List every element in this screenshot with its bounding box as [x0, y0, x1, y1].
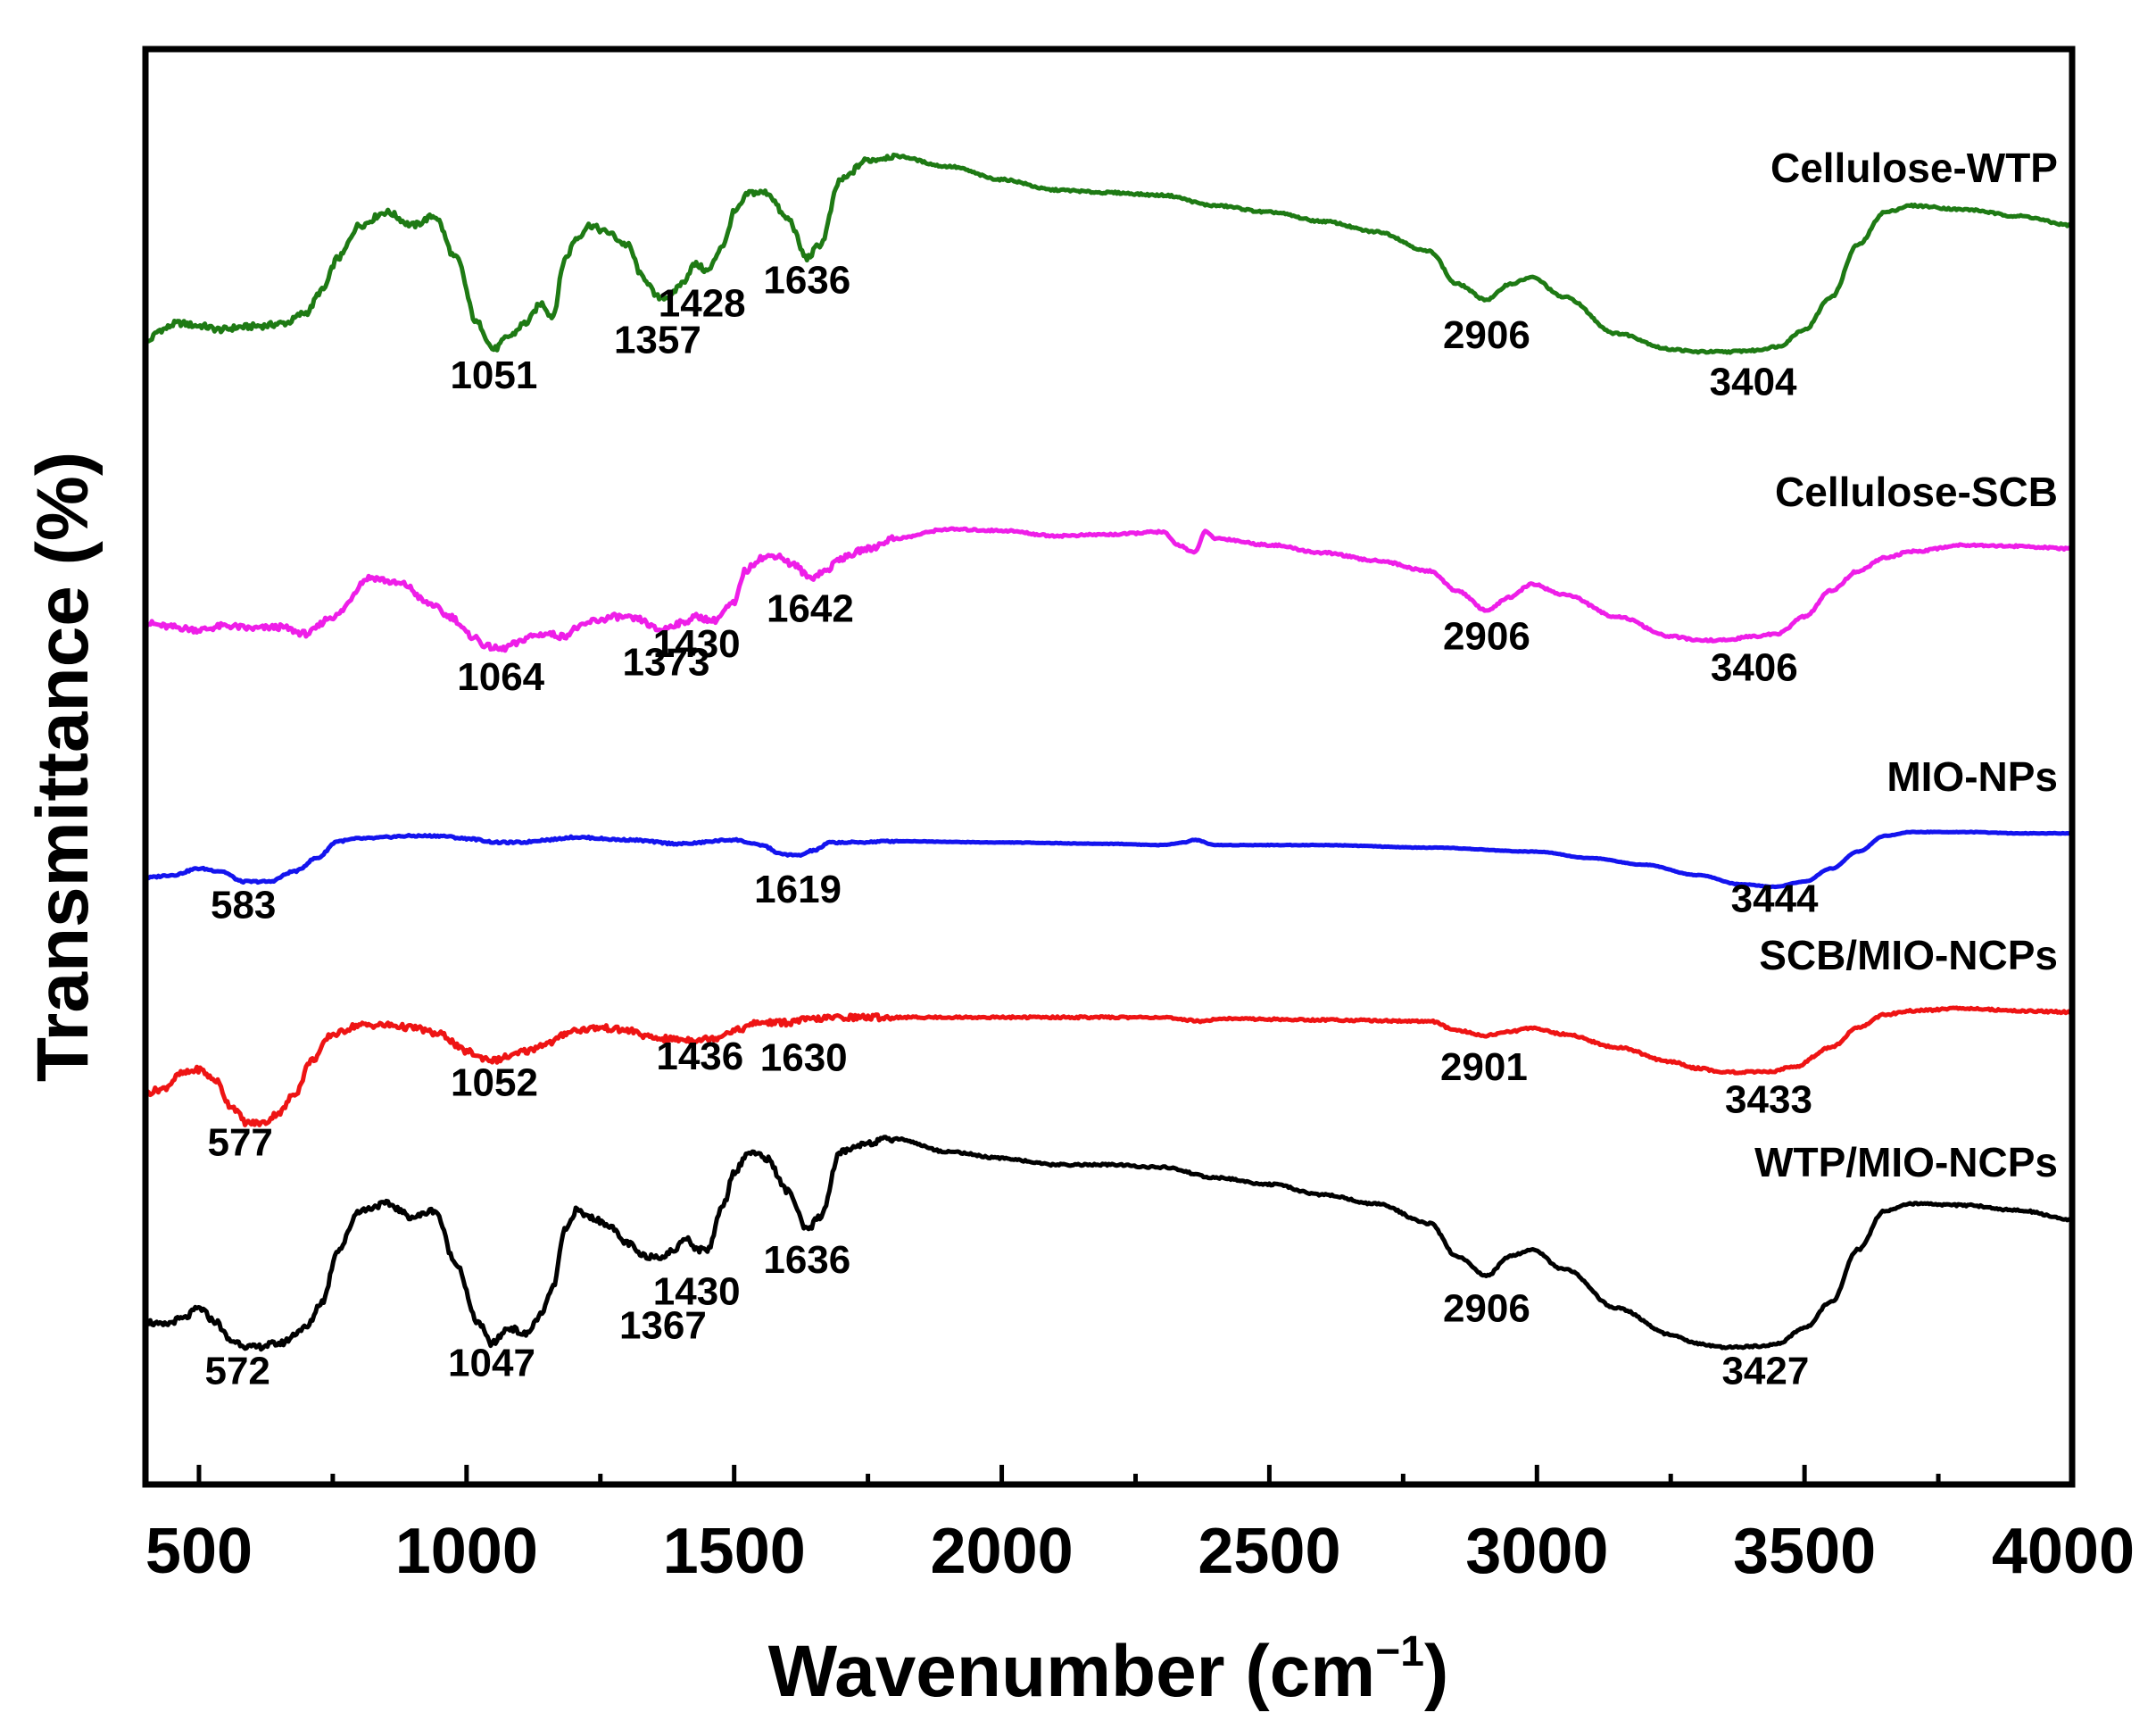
- peak-label-cellulose-scb-1064: 1064: [457, 655, 544, 699]
- peak-label-scb-mio-ncps-1436: 1436: [656, 1035, 743, 1078]
- x-axis-ticks: 500 1000 1500 2000 2500 3000 3500 4000: [145, 1465, 2135, 1587]
- series-line-cellulose-wtp: [143, 152, 2073, 355]
- x-tick-label-3000: 3000: [1465, 1516, 1608, 1587]
- peak-label-wtp-mio-ncps-572: 572: [204, 1349, 270, 1393]
- plot-frame: [142, 46, 2076, 1488]
- x-tick-label-4000: 4000: [1992, 1516, 2135, 1587]
- peak-label-mio-nps-3444: 3444: [1731, 877, 1819, 920]
- x-axis-title-text: Wavenumber (cm: [768, 1631, 1375, 1712]
- peak-label-wtp-mio-ncps-1367: 1367: [619, 1303, 707, 1347]
- series-name-mio-nps: MIO-NPs: [1886, 753, 2058, 800]
- peak-label-mio-nps-1619: 1619: [754, 868, 842, 911]
- peak-label-cellulose-scb-3406: 3406: [1711, 646, 1798, 690]
- series-name-cellulose-wtp: Cellulose-WTP: [1770, 145, 2058, 191]
- series-line-mio-nps: [145, 829, 2073, 890]
- peak-label-cellulose-scb-2906: 2906: [1443, 614, 1530, 658]
- peak-label-scb-mio-ncps-577: 577: [207, 1121, 272, 1165]
- x-tick-label-2000: 2000: [931, 1516, 1074, 1587]
- peak-label-cellulose-wtp-2906: 2906: [1443, 313, 1530, 357]
- peak-label-scb-mio-ncps-1052: 1052: [451, 1060, 538, 1104]
- peak-label-cellulose-wtp-1636: 1636: [763, 258, 850, 302]
- peak-label-wtp-mio-ncps-1430: 1430: [653, 1269, 741, 1313]
- series-layer: [143, 152, 2074, 1352]
- x-tick-label-3500: 3500: [1733, 1516, 1876, 1587]
- peak-label-wtp-mio-ncps-2906: 2906: [1443, 1286, 1530, 1330]
- x-axis-title: Wavenumber (cm−1): [768, 1628, 1449, 1712]
- series-name-cellulose-scb: Cellulose-SCB: [1775, 469, 2058, 515]
- peak-label-cellulose-wtp-1051: 1051: [450, 353, 537, 397]
- peak-label-cellulose-scb-1373: 1373: [623, 641, 710, 685]
- y-axis-title: Transmittance (%): [22, 452, 104, 1082]
- peak-label-scb-mio-ncps-1630: 1630: [760, 1036, 848, 1080]
- x-tick-label-1000: 1000: [395, 1516, 538, 1587]
- peak-label-mio-nps-583: 583: [211, 884, 276, 927]
- peak-label-cellulose-wtp-1357: 1357: [614, 319, 701, 362]
- peak-label-wtp-mio-ncps-1047: 1047: [448, 1342, 535, 1385]
- peak-label-scb-mio-ncps-3433: 3433: [1725, 1077, 1812, 1121]
- x-axis-title-superscript: −1: [1375, 1628, 1424, 1675]
- peak-label-wtp-mio-ncps-3427: 3427: [1721, 1349, 1809, 1393]
- series-line-wtp-mio-ncps: [145, 1135, 2073, 1352]
- x-tick-label-2500: 2500: [1198, 1516, 1340, 1587]
- series-line-cellulose-scb: [145, 526, 2073, 653]
- peak-label-wtp-mio-ncps-1636: 1636: [763, 1238, 850, 1282]
- peak-label-cellulose-wtp-1428: 1428: [659, 282, 746, 326]
- series-name-scb-mio-ncps: SCB/MIO-NCPs: [1759, 932, 2058, 978]
- peak-label-cellulose-scb-1642: 1642: [767, 587, 854, 631]
- series-name-wtp-mio-ncps: WTP/MIO-NCPs: [1754, 1139, 2058, 1185]
- x-tick-label-500: 500: [145, 1516, 253, 1587]
- x-tick-label-1500: 1500: [663, 1516, 806, 1587]
- peak-label-scb-mio-ncps-2901: 2901: [1440, 1045, 1528, 1089]
- peak-label-cellulose-scb-1430: 1430: [653, 622, 741, 666]
- x-axis-title-close: ): [1424, 1631, 1448, 1712]
- peak-label-cellulose-wtp-3404: 3404: [1710, 360, 1797, 403]
- series-line-scb-mio-ncps: [143, 1005, 2074, 1127]
